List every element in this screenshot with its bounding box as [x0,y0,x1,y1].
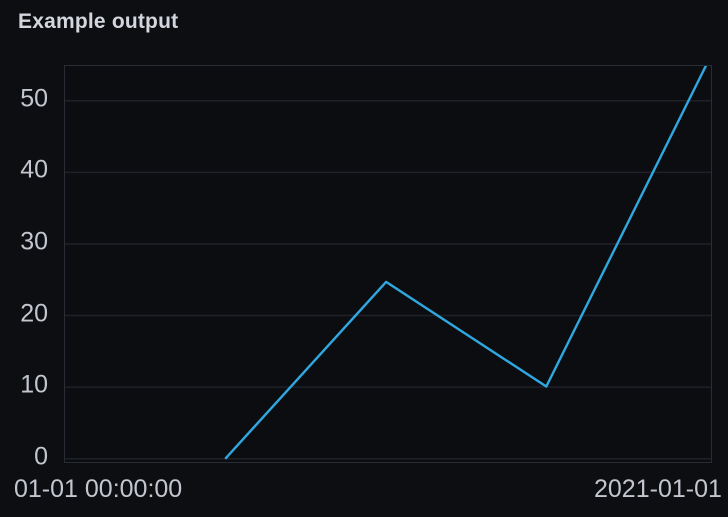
y-axis-tick-label: 40 [20,155,48,184]
plot-area [64,65,712,463]
x-axis-tick-label: 2021-01-01 [594,475,722,503]
data-line-value[interactable] [224,66,707,460]
y-axis-tick-label: 0 [34,442,48,471]
line-chart-svg[interactable] [65,66,711,462]
y-axis-tick-label: 20 [20,298,48,327]
y-axis-tick-label: 10 [20,370,48,399]
y-axis-tick-label: 50 [20,84,48,113]
y-axis-tick-label: 30 [20,227,48,256]
chart-title: Example output [18,10,179,33]
x-axis-tick-label: 01-01 00:00:00 [14,475,183,503]
